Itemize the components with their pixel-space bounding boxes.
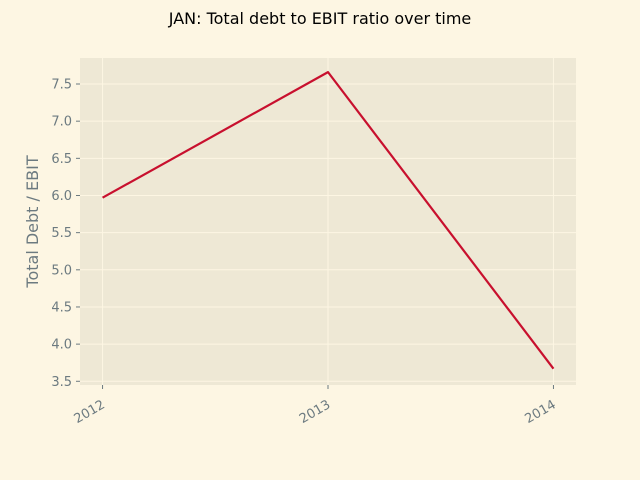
y-tick-label: 6.0 — [51, 189, 72, 204]
y-tick-label: 6.5 — [51, 152, 72, 167]
x-tick-label: 2014 — [522, 397, 558, 427]
y-tick-label: 5.0 — [51, 263, 72, 278]
y-tick-label: 3.5 — [51, 375, 72, 390]
y-axis-label: Total Debt / EBIT — [23, 155, 42, 288]
y-tick-label: 7.5 — [51, 78, 72, 93]
grid-lines — [80, 58, 576, 385]
x-tick-label: 2012 — [72, 397, 108, 427]
y-tick-label: 4.0 — [51, 338, 72, 353]
y-tick-label: 7.0 — [51, 115, 72, 130]
chart-title: JAN: Total debt to EBIT ratio over time — [168, 9, 472, 28]
y-axis: 3.5 4.0 4.5 5.0 5.5 6.0 6.5 7.0 7.5 — [51, 78, 80, 390]
series-layer — [102, 71, 555, 370]
series-line — [102, 71, 555, 370]
x-tick-label: 2013 — [297, 397, 333, 427]
y-tick-label: 5.5 — [51, 226, 72, 241]
y-tick-label: 4.5 — [51, 300, 72, 315]
x-axis: 2012 2013 2014 — [72, 385, 559, 427]
